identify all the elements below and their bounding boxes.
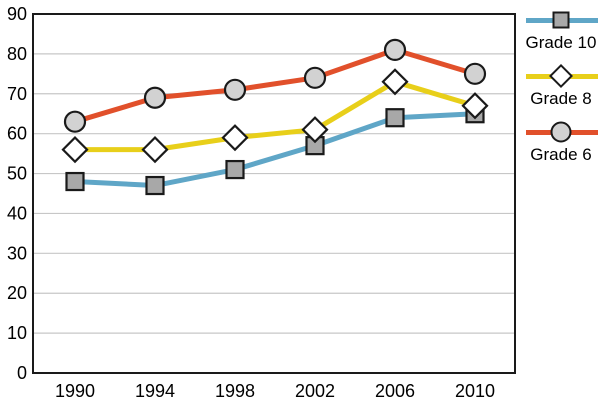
legend-swatch-grade-10 <box>522 7 600 33</box>
y-tick-label: 90 <box>7 4 27 24</box>
legend-label-grade-8: Grade 8 <box>530 89 592 108</box>
data-point-grade-10 <box>145 175 165 196</box>
y-tick-label: 50 <box>7 164 27 184</box>
legend: Grade 10 Grade 8 Grade 6 <box>522 7 600 175</box>
x-tick-label: 2010 <box>455 381 495 401</box>
plot-border <box>32 13 516 374</box>
y-tick-label: 80 <box>7 44 27 64</box>
y-tick-label: 60 <box>7 124 27 144</box>
x-tick-label: 1990 <box>55 381 95 401</box>
data-point-grade-6 <box>63 110 87 133</box>
data-point-grade-8 <box>381 68 409 96</box>
y-tick-label: 70 <box>7 84 27 104</box>
diamond-marker-icon <box>548 63 574 89</box>
legend-item-grade-6: Grade 6 <box>522 119 600 165</box>
y-tick-label: 20 <box>7 283 27 303</box>
data-point-grade-6 <box>143 86 167 109</box>
legend-item-grade-8: Grade 8 <box>522 63 600 109</box>
legend-label-grade-6: Grade 6 <box>530 145 592 164</box>
legend-item-grade-10: Grade 10 <box>522 7 600 53</box>
data-point-grade-6 <box>383 38 407 62</box>
square-marker-icon <box>552 11 570 29</box>
data-point-grade-8 <box>221 124 249 152</box>
data-point-grade-6 <box>463 62 487 85</box>
data-point-grade-10 <box>65 171 85 192</box>
data-point-grade-8 <box>141 136 169 164</box>
x-tick-label: 1998 <box>215 381 255 401</box>
y-tick-label: 0 <box>17 363 27 383</box>
circle-marker-icon <box>550 121 572 143</box>
data-point-grade-6 <box>303 66 327 89</box>
x-tick-label: 2006 <box>375 381 415 401</box>
data-point-grade-10 <box>225 159 245 180</box>
data-point-grade-6 <box>223 78 247 101</box>
x-tick-label: 2002 <box>295 381 335 401</box>
data-point-grade-10 <box>385 108 405 128</box>
legend-swatch-grade-8 <box>522 63 600 89</box>
legend-swatch-grade-6 <box>522 119 600 145</box>
data-point-grade-8 <box>461 92 489 120</box>
y-tick-label: 30 <box>7 243 27 263</box>
y-tick-label: 10 <box>7 323 27 343</box>
data-point-grade-8 <box>301 116 329 144</box>
legend-label-grade-10: Grade 10 <box>525 33 597 52</box>
series-line-grade-10 <box>74 111 476 189</box>
series-line-grade-6 <box>74 47 476 125</box>
y-tick-label: 40 <box>7 203 27 223</box>
x-tick-label: 1994 <box>135 381 175 401</box>
data-point-grade-8 <box>61 136 89 164</box>
